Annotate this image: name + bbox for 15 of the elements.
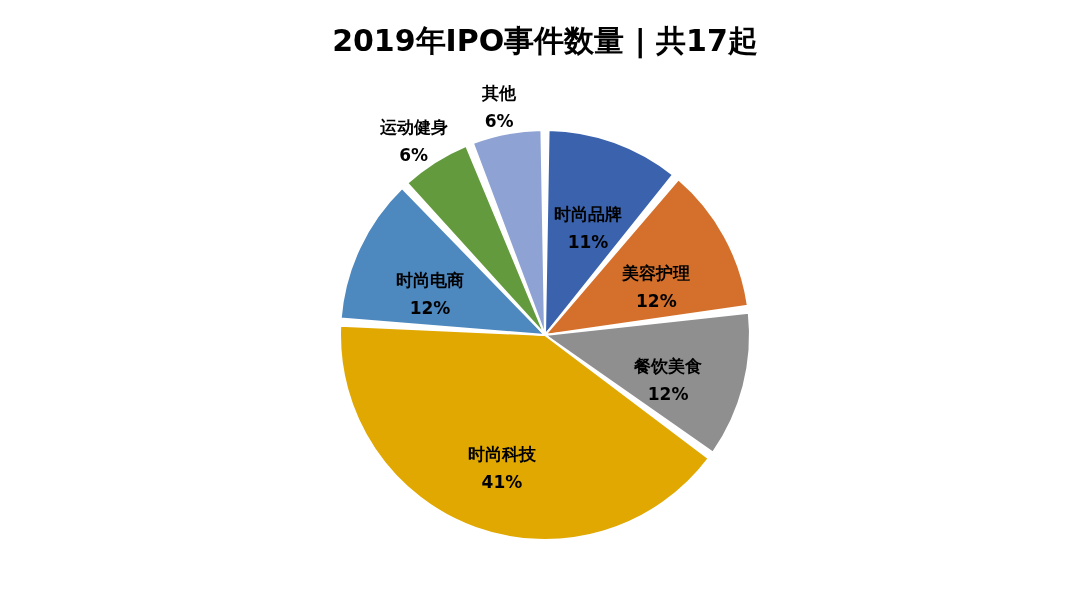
data-label: 11% xyxy=(567,232,609,253)
data-label: 6% xyxy=(484,111,514,132)
slice-label: 餐饮美食 xyxy=(633,355,703,376)
slice-label: 其他 xyxy=(481,83,518,104)
data-label: 12% xyxy=(409,297,451,318)
data-label: 6% xyxy=(399,145,429,166)
slice-label: 时尚品牌 xyxy=(554,204,623,225)
data-label: 12% xyxy=(647,383,689,404)
slice-label: 时尚电商 xyxy=(396,269,464,290)
chart-title: 2019年IPO事件数量 | 共17起 xyxy=(332,23,758,59)
slice-label: 时尚科技 xyxy=(467,443,537,464)
slice-label: 美容护理 xyxy=(621,262,691,283)
slice-label: 运动健身 xyxy=(378,117,448,138)
data-label: 12% xyxy=(636,290,677,311)
data-label: 41% xyxy=(481,471,523,492)
